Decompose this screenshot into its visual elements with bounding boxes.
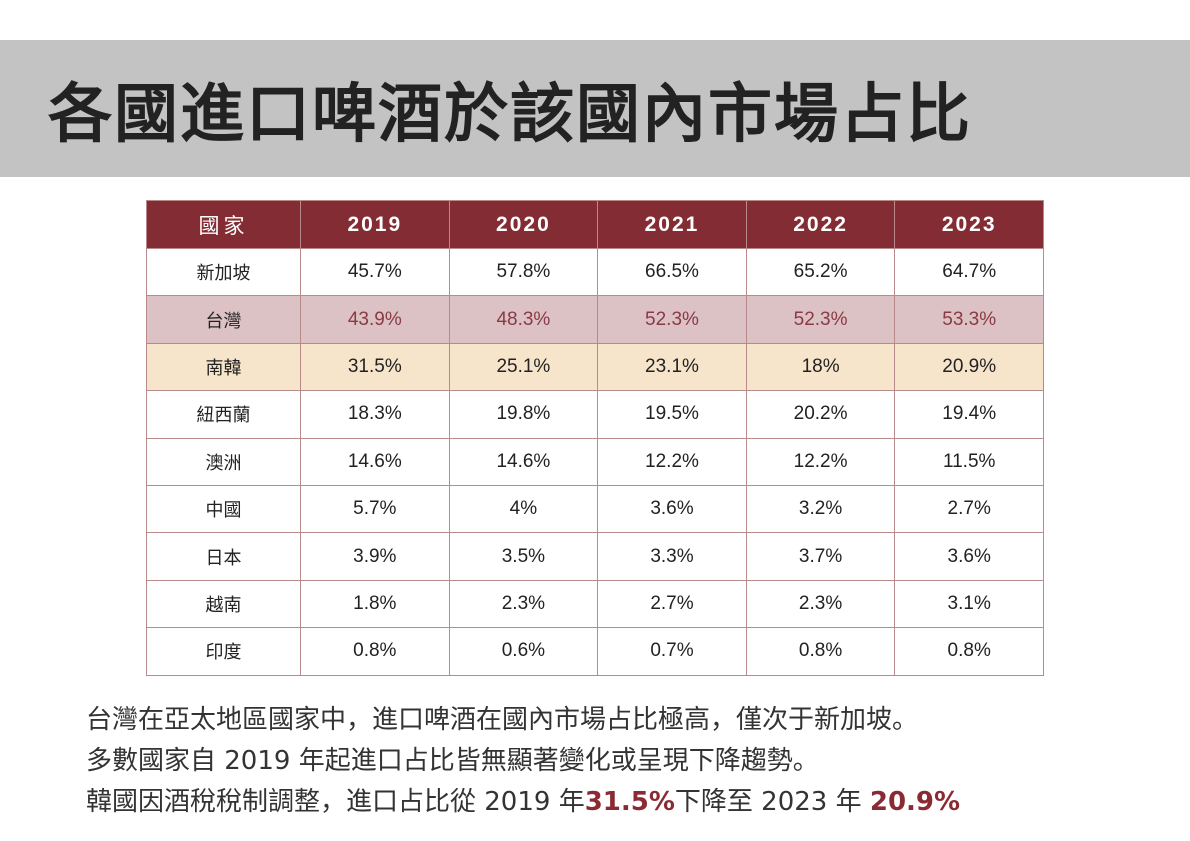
value-cell: 0.6%: [448, 627, 599, 676]
value-cell: 3.7%: [745, 532, 896, 581]
notes: 台灣在亞太地區國家中，進口啤酒在國內市場占比極高，僅次于新加坡。 多數國家自 2…: [86, 700, 960, 823]
country-cell: 紐西蘭: [146, 390, 301, 439]
value-cell: 2.7%: [597, 579, 747, 629]
value-cell: 45.7%: [300, 247, 450, 297]
value-cell: 31.5%: [300, 342, 450, 392]
value-cell: 0.8%: [300, 627, 450, 676]
column-header-2019: 2019: [300, 200, 450, 249]
value-cell: 3.5%: [448, 532, 599, 581]
table-row: 新加坡 45.7% 57.8% 66.5% 65.2% 64.7%: [146, 247, 1044, 297]
value-cell: 0.7%: [597, 627, 747, 676]
table-row: 中國 5.7% 4% 3.6% 3.2% 2.7%: [146, 484, 1044, 534]
country-cell: 南韓: [146, 342, 301, 392]
table-row: 日本 3.9% 3.5% 3.3% 3.7% 3.6%: [146, 532, 1044, 581]
value-cell: 19.4%: [894, 390, 1044, 439]
country-cell: 新加坡: [146, 247, 301, 297]
table-row: 紐西蘭 18.3% 19.8% 19.5% 20.2% 19.4%: [146, 390, 1044, 439]
value-cell: 1.8%: [300, 579, 450, 629]
value-cell: 20.9%: [894, 342, 1044, 392]
value-cell: 53.3%: [894, 295, 1044, 344]
value-cell: 11.5%: [894, 437, 1044, 486]
column-header-2023: 2023: [894, 200, 1044, 249]
value-cell: 57.8%: [448, 247, 599, 297]
highlight-2023: 20.9%: [869, 787, 961, 817]
value-cell: 19.8%: [448, 390, 599, 439]
page-title: 各國進口啤酒於該國內市場占比: [48, 77, 972, 152]
note-line-2: 多數國家自 2019 年起進口占比皆無顯著變化或呈現下降趨勢。: [86, 746, 819, 776]
value-cell: 3.6%: [597, 484, 747, 534]
value-cell: 52.3%: [597, 295, 747, 344]
note-text: 下降至 2023 年: [674, 787, 870, 817]
value-cell: 14.6%: [448, 437, 599, 486]
import-share-table: 國家 2019 2020 2021 2022 2023 新加坡 45.7% 57.8% 66.5…: [146, 200, 1044, 676]
table-header: 國家 2019 2020 2021 2022 2023: [146, 200, 1044, 249]
value-cell: 14.6%: [300, 437, 450, 486]
value-cell: 4%: [448, 484, 599, 534]
table-row: 印度 0.8% 0.6% 0.7% 0.8% 0.8%: [146, 627, 1044, 676]
value-cell: 2.3%: [745, 579, 896, 629]
country-cell: 越南: [146, 579, 301, 629]
table-row: 台灣 43.9% 48.3% 52.3% 52.3% 53.3%: [146, 295, 1044, 344]
value-cell: 3.3%: [597, 532, 747, 581]
value-cell: 19.5%: [597, 390, 747, 439]
value-cell: 12.2%: [597, 437, 747, 486]
value-cell: 52.3%: [745, 295, 896, 344]
value-cell: 64.7%: [894, 247, 1044, 297]
table-row: 越南 1.8% 2.3% 2.7% 2.3% 3.1%: [146, 579, 1044, 629]
column-header-country: 國家: [146, 200, 301, 249]
value-cell: 3.2%: [745, 484, 896, 534]
value-cell: 0.8%: [745, 627, 896, 676]
value-cell: 3.1%: [894, 579, 1044, 629]
value-cell: 20.2%: [745, 390, 896, 439]
value-cell: 12.2%: [745, 437, 896, 486]
country-cell: 印度: [146, 627, 301, 676]
highlight-2019: 31.5%: [584, 787, 675, 817]
value-cell: 65.2%: [745, 247, 896, 297]
table-row: 澳洲 14.6% 14.6% 12.2% 12.2% 11.5%: [146, 437, 1044, 486]
note-line-3: 韓國因酒稅稅制調整，進口占比從 2019 年31.5%下降至 2023 年 20…: [86, 782, 960, 823]
country-cell: 台灣: [146, 295, 301, 344]
country-cell: 日本: [146, 532, 301, 581]
value-cell: 23.1%: [597, 342, 747, 392]
value-cell: 5.7%: [300, 484, 450, 534]
country-cell: 澳洲: [146, 437, 301, 486]
value-cell: 43.9%: [300, 295, 450, 344]
note-text: 韓國因酒稅稅制調整，進口占比從 2019 年: [86, 787, 585, 817]
column-header-2021: 2021: [597, 200, 747, 249]
column-header-2020: 2020: [448, 200, 599, 249]
value-cell: 25.1%: [448, 342, 599, 392]
value-cell: 48.3%: [448, 295, 599, 344]
value-cell: 3.9%: [300, 532, 450, 581]
value-cell: 2.3%: [448, 579, 599, 629]
value-cell: 2.7%: [894, 484, 1044, 534]
value-cell: 18%: [745, 342, 896, 392]
title-bar: 各國進口啤酒於該國內市場占比: [0, 40, 1190, 177]
value-cell: 3.6%: [894, 532, 1044, 581]
value-cell: 18.3%: [300, 390, 450, 439]
value-cell: 66.5%: [597, 247, 747, 297]
table-row: 南韓 31.5% 25.1% 23.1% 18% 20.9%: [146, 342, 1044, 392]
note-line-1: 台灣在亞太地區國家中，進口啤酒在國內市場占比極高，僅次于新加坡。: [86, 705, 919, 735]
column-header-2022: 2022: [745, 200, 896, 249]
country-cell: 中國: [146, 484, 301, 534]
value-cell: 0.8%: [894, 627, 1044, 676]
